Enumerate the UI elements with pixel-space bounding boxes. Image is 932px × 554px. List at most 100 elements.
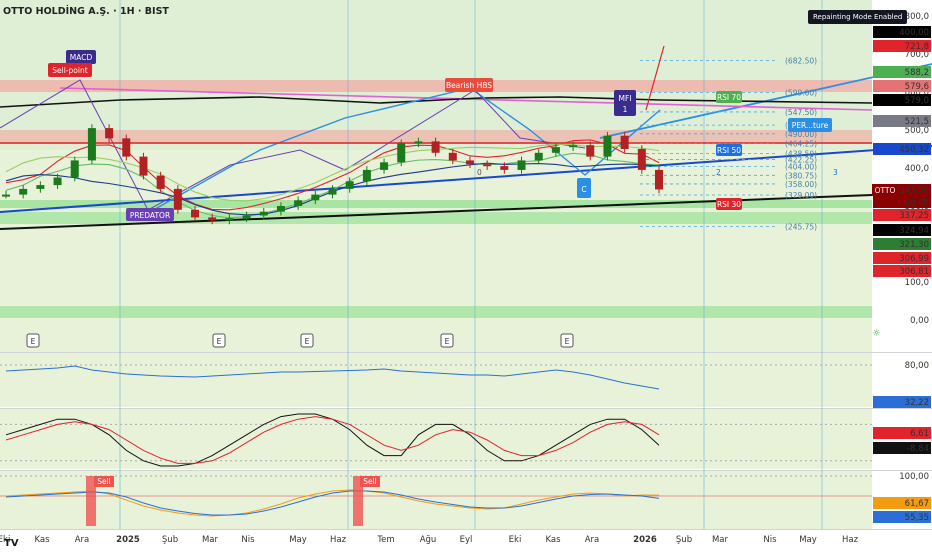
price-label: 588,2 [905,68,929,78]
candle-body [191,209,200,218]
sell-marker-bar [86,476,96,526]
candle-body [380,162,389,170]
settings-icon[interactable]: ☼ [872,328,881,339]
stoch-pane-bg [0,471,872,529]
mfi-number: 1 [623,105,628,114]
trendline-blue-low [0,145,932,213]
sell-point-tag[interactable] [48,63,92,77]
tradingview-logo[interactable]: TV [4,538,19,549]
sell-marker-tag[interactable] [360,476,380,487]
rsi30-tag[interactable] [716,198,742,210]
c-point-tag[interactable] [577,178,591,198]
macd-tag[interactable] [66,50,96,64]
wolfe-pattern [0,79,586,211]
candle-body [431,141,440,153]
mfi-tag[interactable] [614,90,636,116]
rsi50-tag[interactable] [716,144,742,156]
rsi-pane-bg [0,353,872,407]
price-label: 400,00 [899,28,929,38]
earnings-marker-label: E [445,337,450,346]
earnings-marker[interactable] [560,333,574,348]
earnings-marker-label: E [565,337,570,346]
predator-tag[interactable] [126,208,174,221]
spike-line [645,45,665,111]
bearish-hbs-label: Bearish HBS [446,81,492,90]
candle-body [465,160,474,165]
fib-level-text: (380.75) [785,171,817,180]
price-label: 343,50 [899,186,929,196]
time-tick: Haz [330,535,347,545]
stoch-tick: 100,00 [899,472,929,482]
price-label: 3d 4h [905,198,929,208]
time-tick: Kas [34,535,50,545]
period-label: PER...ture [792,121,829,130]
time-tick: Nis [763,535,777,545]
time-axis-bg [0,530,932,550]
price-label-bg [873,196,931,208]
sell-point-label: Sell-point [52,66,87,75]
wave-2: 2 [716,168,721,177]
otto-tag-bg [872,184,898,196]
fib-level-text: (438.50) [785,149,817,158]
stoch-k-line [5,489,660,517]
price-tick: 500,0 [905,126,929,136]
price-label: 321,30 [899,240,929,250]
candle-body [208,217,217,221]
fib-level-text: (599.00) [785,88,817,97]
fib-level-text: (329.00) [785,191,817,200]
candle-body [586,145,595,157]
period-tag[interactable] [788,118,832,132]
earnings-marker[interactable] [212,333,226,348]
annotation-layer: MACD Sell-point Bearish HBS PREDATOR MFI… [48,45,838,221]
stoch-label: 55,35 [905,513,929,523]
repaint-badge[interactable]: Repainting Mode Enabled [808,10,908,24]
wave-0: 0 [477,168,482,177]
candle-body [139,156,148,176]
candle-body [53,177,62,186]
time-tick: Ağu [420,535,437,545]
macd-label: 6,61 [910,429,929,439]
sell-marker-tag[interactable] [94,476,114,487]
time-tick: Eki [0,535,10,545]
support-zone [0,200,872,208]
rsi70-label: RSI 70 [717,93,741,102]
rsi50-label: RSI 50 [717,146,741,155]
price-label-bg [873,40,931,52]
price-label-bg [873,252,931,264]
price-tick: 100,0 [905,278,929,288]
time-tick: Şub [676,535,692,545]
candle-body [311,194,320,201]
candle-body [87,128,96,161]
candle-body [70,160,79,178]
candle-body [483,164,492,167]
price-label: 337,25 [899,211,929,221]
rsi-tick: 80,00 [905,361,929,371]
bearish-hbs-tag[interactable] [445,78,493,92]
stoch-label-bg [873,497,931,509]
mfi-label: MFI [619,94,632,103]
fib-level-text: (464.25) [785,140,817,149]
chart-title: OTTO HOLDİNG A.Ş. · 1H · BIST [3,6,169,17]
earnings-marker[interactable] [26,333,40,348]
time-tick: 2026 [633,535,657,545]
price-axis-labels: 400,00 721,8 588,2 579,6 579,0 521,5 450,32 343… [872,26,931,277]
price-label-bg [873,238,931,250]
earnings-marker[interactable] [300,333,314,348]
macd-label-bg [873,442,931,454]
time-tick: May [799,535,817,545]
earnings-marker[interactable] [440,333,454,348]
time-tick: Mar [712,535,729,545]
candle-body [328,188,337,195]
price-tick: 0,00 [910,316,929,326]
price-label: 324,94 [899,226,929,236]
candle-body [603,135,612,157]
macd-tag-label: MACD [70,53,93,62]
candle-body [655,169,663,190]
price-tick: 600,0 [905,88,929,98]
rsi70-tag[interactable] [716,91,742,103]
moving-average-line [5,143,660,202]
candle-body [414,141,423,144]
fib-level-text: (490.00) [785,130,817,139]
